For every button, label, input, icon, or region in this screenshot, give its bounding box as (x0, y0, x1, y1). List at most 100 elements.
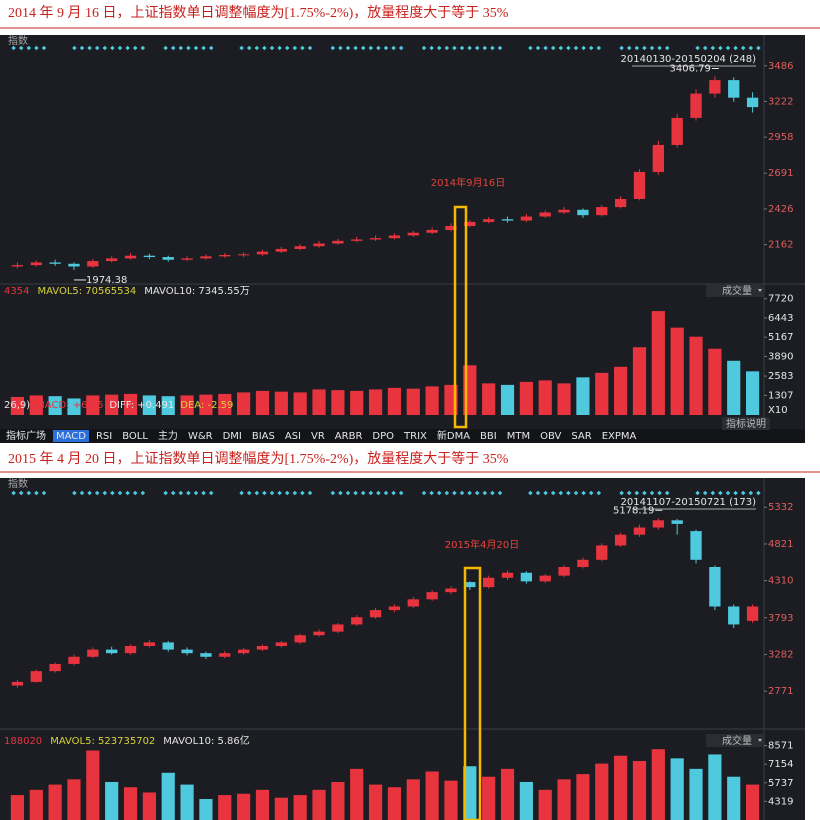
signal-dot (376, 490, 381, 496)
signal-dot (330, 490, 336, 496)
candle-body (728, 80, 740, 98)
volume-bar (387, 787, 402, 820)
tab-label[interactable]: RSI (96, 431, 112, 442)
date-annotation: 2014年9月16日 (431, 176, 506, 189)
signal-dot (41, 45, 47, 51)
signal-dot (368, 490, 374, 496)
y-tick-label: 3793 (768, 613, 793, 624)
tab-bar (0, 429, 805, 443)
candle-body (633, 527, 646, 535)
signal-dot (535, 490, 541, 496)
volume-bar (482, 383, 496, 415)
volume-bar (727, 776, 741, 820)
candle-body (313, 243, 325, 247)
candle-body (49, 663, 61, 672)
tab-label[interactable]: TRIX (403, 431, 427, 442)
y-tick-label: 2771 (768, 686, 793, 697)
tab-label[interactable]: ASI (285, 431, 301, 442)
y-tick-label: 4821 (768, 539, 793, 550)
candle-body (577, 209, 589, 216)
volume-bar (255, 390, 270, 415)
tab-label[interactable]: VR (311, 431, 325, 442)
volume-bar (10, 396, 25, 415)
tab-label[interactable]: W&R (188, 431, 213, 442)
tab-label[interactable]: 指标广场 (6, 429, 46, 442)
signal-dot (573, 490, 579, 496)
volume-bar (293, 392, 307, 415)
signal-dot (163, 490, 168, 496)
signal-dot (581, 490, 586, 496)
signal-dot (277, 490, 282, 496)
signal-dot (497, 490, 503, 496)
signal-dot (429, 490, 434, 496)
signal-dot (444, 45, 450, 51)
tab-label[interactable]: BIAS (252, 431, 275, 442)
candle-body (388, 235, 401, 239)
signal-dot (391, 490, 396, 496)
candle-body (558, 567, 570, 576)
signal-dot (657, 490, 662, 496)
tab-label[interactable]: 主力 (158, 429, 178, 442)
candle-body (256, 646, 269, 650)
candle-body (143, 255, 156, 258)
range-label: 20141107-20150721 (173) (621, 497, 757, 508)
tab-label[interactable]: ARBR (335, 431, 363, 442)
high-label: 5178.19 (613, 505, 654, 516)
caption: 2014 年 9 月 16 日，上证指数单日调整幅度为[1.75%-2%)，放量… (8, 4, 509, 21)
candle-body (237, 254, 250, 256)
tab-label[interactable]: DMI (223, 431, 242, 442)
candle-body (614, 534, 627, 546)
tab-label[interactable]: BBI (480, 431, 497, 442)
volume-bar (67, 398, 81, 415)
volume-tick-label: 6443 (768, 313, 793, 324)
signal-dot (292, 45, 298, 51)
signal-dot (360, 490, 366, 496)
signal-dot (398, 490, 404, 496)
signal-dot (733, 490, 738, 496)
candle-body (426, 592, 438, 600)
volume-bar (142, 792, 156, 820)
tab-label[interactable]: 新DMA (437, 429, 470, 442)
panel (0, 478, 805, 820)
tab-button[interactable] (722, 417, 770, 430)
volume-bar (199, 799, 213, 820)
candle-body (426, 230, 438, 233)
signal-dot (186, 45, 191, 51)
candle-body (332, 624, 344, 632)
tab-label[interactable]: EXPMA (602, 431, 637, 442)
signal-dot (330, 45, 336, 51)
candle-body (652, 144, 664, 172)
signal-dot (79, 45, 85, 51)
tab[interactable] (53, 430, 89, 442)
macd-legend: 26,9) (4, 400, 30, 411)
volume-button[interactable] (706, 734, 764, 747)
volume-bar (274, 391, 288, 415)
signal-dot (421, 490, 427, 496)
volume-bar (708, 348, 722, 415)
volume-bar (10, 795, 25, 820)
signal-dot (490, 490, 495, 496)
volume-bar (463, 766, 477, 820)
volume-tick-label: 1307 (768, 390, 793, 401)
volume-bar (595, 372, 609, 415)
tab-label[interactable]: MTM (507, 431, 530, 442)
macd-legend: DIFF: +0.491 (109, 400, 174, 411)
volume-bar (651, 749, 665, 820)
signal-dot (459, 490, 465, 496)
volume-bar (538, 380, 552, 415)
tab-label[interactable]: DPO (372, 431, 394, 442)
volume-bar (86, 750, 100, 820)
tab-label[interactable]: BOLL (122, 431, 148, 442)
candle-body (596, 545, 608, 560)
tab-label[interactable]: MACD (56, 431, 86, 442)
candle-body (49, 262, 61, 264)
candle-body (690, 93, 702, 118)
tab-button-label[interactable]: 指标说明 (726, 417, 766, 430)
volume-tick-label: 2583 (768, 371, 793, 382)
panel-label: 指数 (8, 34, 28, 47)
tab-label[interactable]: SAR (571, 431, 591, 442)
volume-button[interactable] (706, 284, 764, 297)
signal-dot (664, 490, 670, 496)
candle-body (596, 207, 608, 216)
tab-label[interactable]: OBV (540, 431, 561, 442)
